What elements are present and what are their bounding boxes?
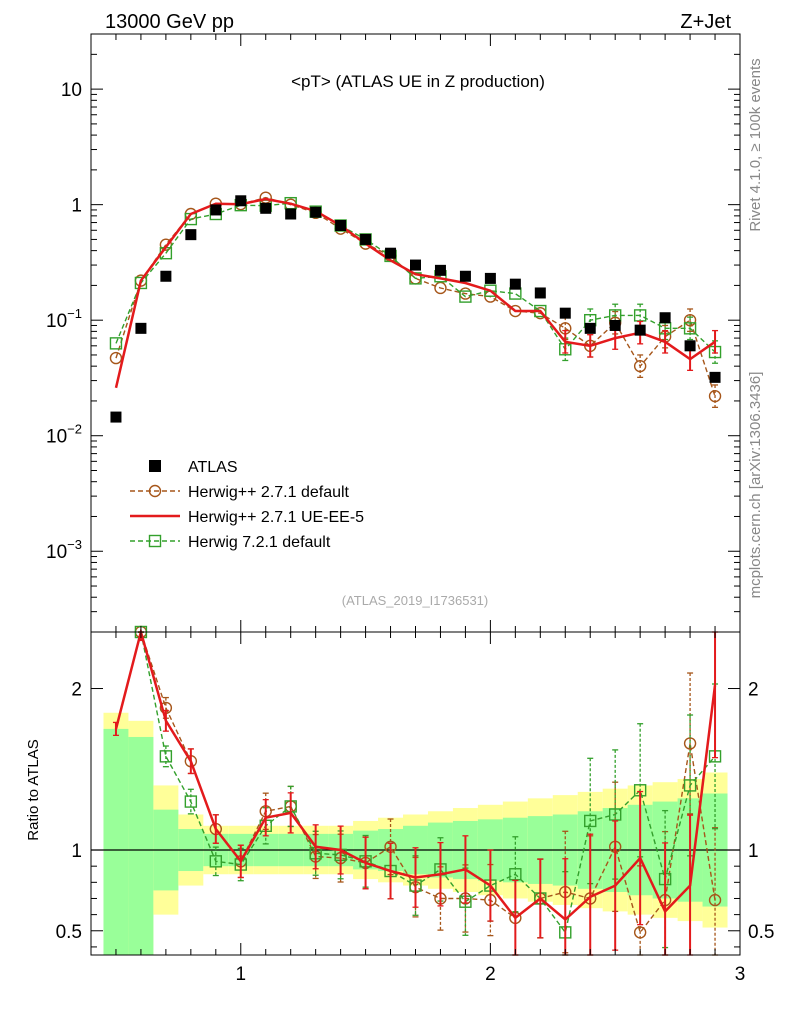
ratio-line-1 bbox=[140, 631, 716, 934]
y-tick-label: 10−2 bbox=[46, 422, 82, 448]
ratio-point bbox=[633, 926, 647, 939]
data-point bbox=[185, 229, 197, 241]
data-point bbox=[260, 202, 272, 214]
legend-label: Herwig++ 2.7.1 default bbox=[188, 484, 350, 501]
ratio-line-3 bbox=[140, 631, 716, 935]
data-point bbox=[509, 278, 521, 290]
inner-band bbox=[103, 728, 129, 955]
legend: ATLAS Herwig++ 2.7.1 default Herwig++ 2.7.… bbox=[130, 459, 364, 551]
x-tick-label: 1 bbox=[235, 964, 246, 985]
data-point bbox=[708, 389, 722, 403]
y-tick-label: 1 bbox=[71, 196, 82, 217]
data-point bbox=[659, 312, 671, 324]
mcplots-label: mcplots.cern.ch [arXiv:1306.3436] bbox=[747, 372, 764, 599]
x-tick-label: 2 bbox=[485, 964, 496, 985]
data-point bbox=[210, 204, 222, 216]
data-point bbox=[434, 264, 446, 276]
series-line-2 bbox=[114, 197, 716, 389]
data-point bbox=[235, 195, 247, 207]
ratio-point bbox=[708, 893, 722, 907]
data-point bbox=[683, 313, 697, 327]
ratio-tick-label: 1 bbox=[71, 841, 82, 862]
ratio-panel: 0.5 0.5 1 1 2 2 Ratio to ATLAS bbox=[25, 625, 774, 956]
data-point bbox=[410, 259, 421, 271]
data-point bbox=[484, 284, 497, 297]
ratio-point bbox=[608, 808, 622, 821]
legend-label: Herwig++ 2.7.1 UE-EE-5 bbox=[188, 509, 364, 526]
data-point bbox=[310, 206, 322, 218]
series-line-1 bbox=[115, 196, 716, 397]
data-point bbox=[135, 322, 147, 334]
data-point bbox=[484, 272, 496, 284]
ratio-point bbox=[184, 795, 198, 808]
data-point bbox=[110, 411, 122, 423]
ratio-point bbox=[159, 750, 173, 763]
data-point bbox=[134, 276, 148, 290]
data-point bbox=[584, 322, 596, 334]
data-point bbox=[109, 351, 123, 365]
data-point bbox=[285, 208, 297, 220]
ratio-tick-label-right: 1 bbox=[748, 841, 759, 862]
data-point bbox=[385, 247, 397, 259]
ratio-point bbox=[683, 779, 697, 792]
data-point bbox=[459, 290, 472, 303]
ratio-y-label: Ratio to ATLAS bbox=[25, 739, 42, 840]
legend-marker bbox=[149, 460, 161, 472]
legend-label: Herwig 7.2.1 default bbox=[188, 534, 331, 551]
inner-band bbox=[128, 736, 154, 955]
data-point bbox=[634, 324, 646, 336]
y-tick-label: 10−1 bbox=[46, 306, 82, 332]
data-point bbox=[335, 220, 347, 232]
x-tick-label: 3 bbox=[735, 964, 746, 985]
chart-title: <pT> (ATLAS UE in Z production) bbox=[291, 72, 545, 91]
data-point bbox=[683, 322, 697, 335]
energy-label: 13000 GeV pp bbox=[105, 11, 234, 33]
rivet-label: Rivet 4.1.0, ≥ 100k events bbox=[747, 58, 764, 231]
ratio-tick-label: 0.5 bbox=[56, 922, 82, 943]
x-axis: 1 2 3 bbox=[115, 34, 746, 985]
y-tick-label: 10 bbox=[61, 80, 82, 101]
data-point bbox=[109, 337, 123, 350]
data-point bbox=[434, 281, 447, 295]
y-tick-label: 10−3 bbox=[46, 537, 82, 563]
data-point bbox=[559, 307, 571, 319]
data-point bbox=[360, 233, 372, 245]
ratio-tick-label: 2 bbox=[71, 680, 82, 701]
ratio-tick-label-right: 2 bbox=[748, 680, 759, 701]
data-point bbox=[609, 319, 621, 331]
series-line-3 bbox=[115, 202, 716, 353]
main-panel: <pT> (ATLAS UE in Z production) (ATLAS_2… bbox=[46, 33, 741, 633]
data-point bbox=[709, 371, 721, 383]
data-point bbox=[534, 287, 546, 299]
data-point bbox=[633, 359, 647, 373]
data-point bbox=[684, 340, 696, 352]
ratio-point bbox=[209, 855, 223, 868]
legend-marker bbox=[148, 484, 162, 498]
ratio-tick-label-right: 0.5 bbox=[748, 922, 774, 943]
ratio-point bbox=[584, 814, 597, 828]
data-point bbox=[459, 270, 471, 282]
process-label: Z+Jet bbox=[680, 11, 731, 33]
legend-marker bbox=[148, 534, 162, 548]
data-point bbox=[160, 270, 172, 282]
analysis-label: (ATLAS_2019_I1736531) bbox=[342, 593, 488, 608]
legend-label: ATLAS bbox=[188, 459, 238, 476]
